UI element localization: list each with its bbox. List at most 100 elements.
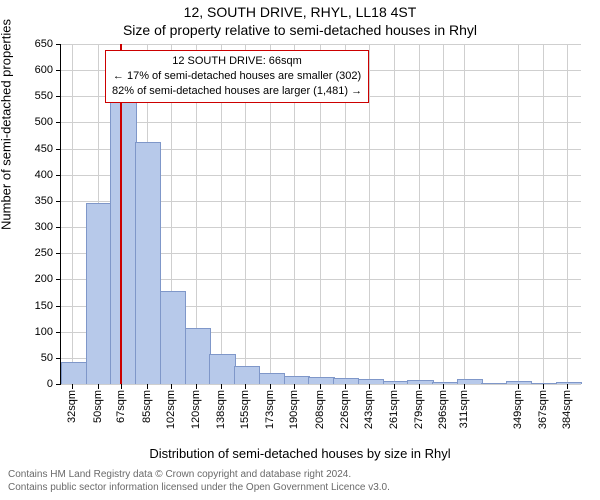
histogram-bar	[432, 382, 458, 384]
y-tick-label: 50	[41, 352, 53, 364]
y-tick-label: 250	[35, 247, 53, 259]
histogram-bar	[61, 362, 87, 384]
y-tick-mark	[56, 227, 61, 228]
x-tick-mark	[394, 384, 395, 389]
y-tick-mark	[56, 122, 61, 123]
annotation-line-3: 82% of semi-detached houses are larger (…	[112, 84, 362, 99]
histogram-bar	[531, 383, 557, 384]
footer-line-1: Contains HM Land Registry data © Crown c…	[8, 468, 390, 481]
grid-line-v	[419, 44, 420, 384]
x-tick-label: 190sqm	[288, 390, 300, 429]
histogram-bar	[185, 328, 211, 384]
x-tick-mark	[419, 384, 420, 389]
histogram-bar	[407, 380, 433, 384]
y-tick-label: 550	[35, 90, 53, 102]
x-tick-label: 349sqm	[512, 390, 524, 429]
y-tick-label: 300	[35, 221, 53, 233]
histogram-bar	[86, 203, 112, 384]
histogram-bar	[333, 378, 359, 384]
grid-line-h	[61, 122, 581, 123]
title-main: 12, SOUTH DRIVE, RHYL, LL18 4ST	[0, 4, 600, 20]
y-tick-label: 350	[35, 195, 53, 207]
y-tick-mark	[56, 96, 61, 97]
x-tick-mark	[345, 384, 346, 389]
x-tick-mark	[72, 384, 73, 389]
x-tick-mark	[443, 384, 444, 389]
x-tick-label: 120sqm	[190, 390, 202, 429]
histogram-bar	[135, 142, 161, 384]
y-tick-label: 100	[35, 326, 53, 338]
x-tick-label: 32sqm	[66, 390, 78, 423]
y-tick-mark	[56, 384, 61, 385]
footer-line-2: Contains public sector information licen…	[8, 481, 390, 494]
histogram-bar	[506, 381, 532, 384]
x-tick-mark	[320, 384, 321, 389]
x-tick-label: 226sqm	[339, 390, 351, 429]
x-axis-label: Distribution of semi-detached houses by …	[0, 446, 600, 461]
y-tick-mark	[56, 149, 61, 150]
y-axis-label: Number of semi-detached properties	[0, 19, 14, 230]
y-tick-label: 450	[35, 143, 53, 155]
x-tick-mark	[518, 384, 519, 389]
grid-line-v	[394, 44, 395, 384]
x-tick-mark	[147, 384, 148, 389]
x-tick-mark	[294, 384, 295, 389]
y-tick-mark	[56, 44, 61, 45]
x-tick-label: 243sqm	[363, 390, 375, 429]
y-tick-mark	[56, 70, 61, 71]
histogram-plot: 0501001502002503003504004505005506006503…	[60, 44, 581, 385]
histogram-bar	[259, 373, 285, 384]
x-tick-label: 67sqm	[115, 390, 127, 423]
x-tick-label: 208sqm	[314, 390, 326, 429]
y-tick-label: 150	[35, 300, 53, 312]
x-tick-mark	[98, 384, 99, 389]
histogram-bar	[110, 101, 136, 384]
histogram-bar	[234, 366, 260, 384]
x-tick-mark	[196, 384, 197, 389]
y-tick-label: 600	[35, 64, 53, 76]
histogram-bar	[308, 377, 334, 384]
x-tick-label: 85sqm	[141, 390, 153, 423]
x-tick-label: 296sqm	[437, 390, 449, 429]
histogram-bar	[209, 354, 235, 384]
grid-line-v	[464, 44, 465, 384]
x-tick-mark	[567, 384, 568, 389]
x-tick-mark	[464, 384, 465, 389]
x-tick-label: 367sqm	[537, 390, 549, 429]
y-tick-label: 0	[47, 378, 53, 390]
x-tick-mark	[369, 384, 370, 389]
x-tick-label: 50sqm	[92, 390, 104, 423]
x-tick-label: 138sqm	[215, 390, 227, 429]
histogram-bar	[383, 381, 409, 384]
x-tick-label: 173sqm	[264, 390, 276, 429]
grid-line-v	[72, 44, 73, 384]
histogram-bar	[457, 379, 483, 384]
x-tick-label: 311sqm	[458, 390, 470, 428]
x-tick-mark	[270, 384, 271, 389]
grid-line-h	[61, 44, 581, 45]
grid-line-v	[443, 44, 444, 384]
histogram-bar	[358, 379, 384, 384]
grid-line-v	[518, 44, 519, 384]
x-tick-label: 102sqm	[165, 390, 177, 429]
y-tick-label: 400	[35, 169, 53, 181]
grid-line-v	[567, 44, 568, 384]
histogram-bar	[284, 376, 310, 384]
histogram-bar	[481, 383, 507, 384]
x-tick-label: 279sqm	[413, 390, 425, 429]
x-tick-label: 261sqm	[388, 390, 400, 429]
x-tick-mark	[121, 384, 122, 389]
histogram-bar	[556, 382, 582, 384]
title-sub: Size of property relative to semi-detach…	[0, 22, 600, 38]
x-tick-mark	[171, 384, 172, 389]
x-tick-mark	[221, 384, 222, 389]
x-tick-label: 384sqm	[561, 390, 573, 429]
grid-line-v	[543, 44, 544, 384]
annotation-line-2: ← 17% of semi-detached houses are smalle…	[112, 69, 362, 84]
y-tick-mark	[56, 253, 61, 254]
x-tick-label: 155sqm	[239, 390, 251, 429]
y-tick-label: 200	[35, 273, 53, 285]
y-tick-mark	[56, 306, 61, 307]
y-tick-mark	[56, 332, 61, 333]
y-tick-mark	[56, 279, 61, 280]
